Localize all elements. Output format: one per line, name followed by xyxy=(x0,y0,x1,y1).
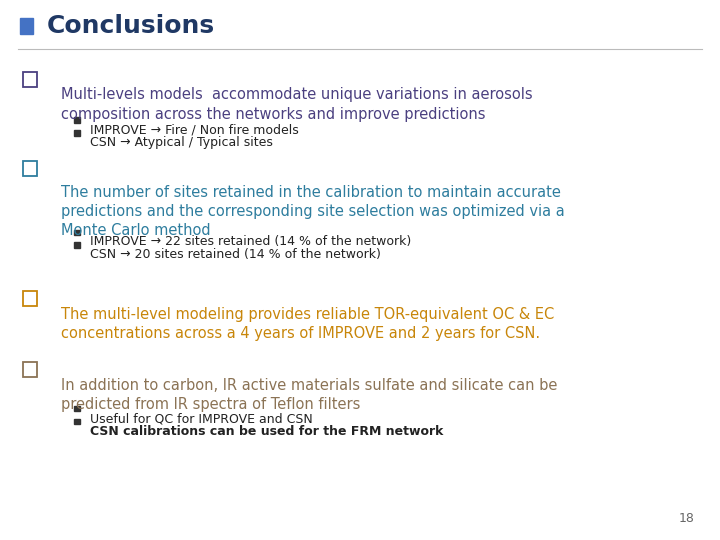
FancyBboxPatch shape xyxy=(74,230,80,235)
Text: In addition to carbon, IR active materials sulfate and silicate can be
predicted: In addition to carbon, IR active materia… xyxy=(61,378,557,412)
Text: The number of sites retained in the calibration to maintain accurate
predictions: The number of sites retained in the cali… xyxy=(61,185,565,238)
Text: CSN calibrations can be used for the FRM network: CSN calibrations can be used for the FRM… xyxy=(90,425,444,438)
Text: 18: 18 xyxy=(679,512,695,525)
Text: IMPROVE → Fire / Non fire models: IMPROVE → Fire / Non fire models xyxy=(90,123,299,136)
Text: Multi-levels models  accommodate unique variations in aerosols
composition acros: Multi-levels models accommodate unique v… xyxy=(61,87,533,122)
Text: Conclusions: Conclusions xyxy=(47,14,215,38)
FancyBboxPatch shape xyxy=(20,18,33,34)
FancyBboxPatch shape xyxy=(74,406,80,411)
Text: The multi-level modeling provides reliable TOR-equivalent OC & EC
concentrations: The multi-level modeling provides reliab… xyxy=(61,307,554,341)
Text: CSN → Atypical / Typical sites: CSN → Atypical / Typical sites xyxy=(90,136,273,149)
FancyBboxPatch shape xyxy=(74,242,80,248)
Text: CSN → 20 sites retained (14 % of the network): CSN → 20 sites retained (14 % of the net… xyxy=(90,248,381,261)
Text: IMPROVE → 22 sites retained (14 % of the network): IMPROVE → 22 sites retained (14 % of the… xyxy=(90,235,411,248)
FancyBboxPatch shape xyxy=(74,130,80,136)
Text: Useful for QC for IMPROVE and CSN: Useful for QC for IMPROVE and CSN xyxy=(90,412,312,425)
FancyBboxPatch shape xyxy=(74,419,80,424)
FancyBboxPatch shape xyxy=(74,117,80,123)
